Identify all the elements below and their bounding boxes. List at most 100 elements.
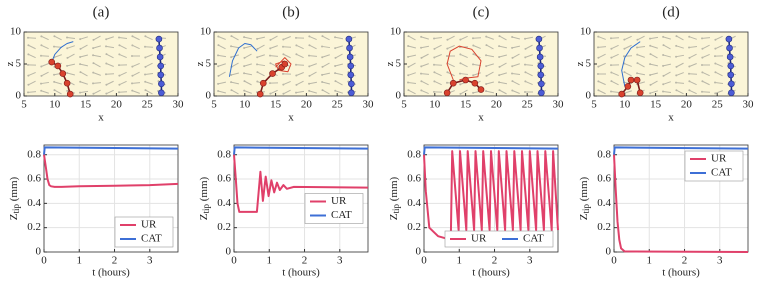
flow-arrow-head	[321, 45, 324, 48]
flow-arrow	[472, 37, 482, 39]
flow-arrow-head	[407, 65, 410, 68]
y-axis-label-main: z	[384, 61, 396, 66]
flow-arrow	[598, 53, 606, 59]
x-axis-label: t (hours)	[92, 267, 130, 279]
flow-arrow	[447, 44, 455, 50]
x-tick-label: 25	[522, 99, 534, 111]
flow-arrow-head	[649, 73, 652, 76]
node-marker	[346, 53, 354, 61]
flow-arrow-head	[662, 64, 665, 67]
flow-arrow	[512, 63, 520, 67]
node-marker	[727, 71, 735, 79]
y-tick-label: 10	[200, 26, 212, 38]
flow-arrow-head	[92, 92, 95, 95]
flow-arrow-head	[53, 80, 56, 83]
flow-arrow	[408, 62, 416, 68]
x-tick-label: 10	[239, 99, 251, 111]
flow-arrow	[675, 82, 685, 84]
flow-arrow-head	[498, 35, 501, 38]
flow-arrow-head	[53, 89, 56, 92]
flow-arrow	[701, 91, 711, 93]
series-line	[233, 154, 369, 213]
flow-arrow	[132, 62, 140, 68]
y-tick-label: 0	[206, 90, 212, 102]
y-axis-label: Ztip (mm)	[388, 176, 402, 220]
flow-arrow-head	[597, 72, 600, 75]
flow-arrow-head	[597, 35, 600, 38]
flow-arrow	[145, 89, 153, 95]
y-axis-label-unit: (mm)	[578, 176, 590, 204]
flow-arrow-head	[79, 55, 82, 58]
x-tick-label: 3	[717, 255, 723, 267]
flow-arrow	[40, 81, 50, 85]
flow-arrow-head	[459, 83, 462, 86]
flow-arrow	[309, 35, 317, 41]
flow-arrow-head	[662, 74, 665, 77]
flow-arrow-head	[498, 89, 501, 92]
flow-arrow-head	[256, 37, 259, 40]
y-axis-label: Ztip (mm)	[578, 176, 592, 220]
flow-arrow	[460, 62, 468, 68]
flow-arrow-head	[118, 91, 121, 94]
flow-arrow-head	[714, 62, 717, 65]
flow-arrow	[676, 72, 684, 76]
flow-arrow-head	[407, 35, 410, 38]
flow-arrow	[702, 53, 710, 59]
flow-arrow	[93, 72, 101, 76]
flow-arrow	[499, 72, 507, 76]
node-marker	[624, 83, 632, 90]
flow-arrow	[662, 90, 672, 94]
flow-arrow	[421, 89, 429, 95]
flow-arrow	[715, 35, 723, 41]
node-marker	[347, 71, 355, 79]
flow-arrow	[498, 81, 508, 85]
legend-label: CAT	[711, 167, 732, 179]
flow-arrow-head	[282, 83, 285, 86]
flow-arrow-head	[407, 74, 410, 77]
flow-arrow	[335, 45, 343, 49]
flow-arrow-head	[256, 63, 259, 66]
flow-arrow-head	[446, 54, 449, 57]
flow-arrow	[498, 45, 508, 49]
flow-arrow-head	[420, 72, 423, 75]
x-tick-label: 2	[682, 255, 688, 267]
flow-arrow	[689, 89, 697, 95]
y-tick-label: 0.4	[407, 197, 421, 209]
flow-arrow-head	[144, 89, 147, 92]
y-tick-label: 0	[396, 90, 402, 102]
flow-arrow-head	[144, 65, 147, 68]
x-tick-label: 3	[527, 255, 533, 267]
flow-arrow-head	[92, 54, 95, 57]
flow-arrow	[322, 81, 330, 85]
flow-arrow-head	[131, 44, 134, 47]
flow-arrow	[257, 44, 265, 50]
flow-arrow-head	[92, 47, 95, 50]
flow-arrow	[421, 36, 429, 40]
y-axis-label: Ztip (mm)	[8, 176, 22, 220]
flow-arrow-head	[217, 90, 220, 93]
y-tick-label: 0.6	[597, 173, 611, 185]
node-marker	[728, 89, 735, 97]
panel-title: (d)	[662, 4, 680, 20]
flow-arrow	[408, 45, 416, 49]
flow-arrow	[80, 54, 88, 58]
y-tick-label: 0.2	[597, 221, 611, 233]
node-marker	[347, 62, 355, 70]
flow-arrow	[283, 36, 291, 40]
x-tick-label: 30	[173, 99, 185, 111]
node-marker	[471, 79, 479, 87]
node-marker	[477, 86, 485, 93]
flow-arrow-head	[420, 46, 423, 49]
flow-arrow-head	[472, 37, 475, 40]
series-line	[228, 43, 258, 77]
flow-arrow-head	[105, 38, 108, 41]
flow-arrow-head	[334, 56, 337, 59]
x-axis-label: x	[288, 112, 294, 124]
flow-arrow	[702, 80, 710, 86]
flow-arrow-head	[269, 82, 272, 85]
flow-arrow	[106, 63, 114, 67]
flow-arrow	[714, 82, 724, 84]
flow-arrow	[650, 53, 658, 59]
flow-arrow-head	[636, 38, 639, 41]
flow-arrow-head	[321, 56, 324, 59]
